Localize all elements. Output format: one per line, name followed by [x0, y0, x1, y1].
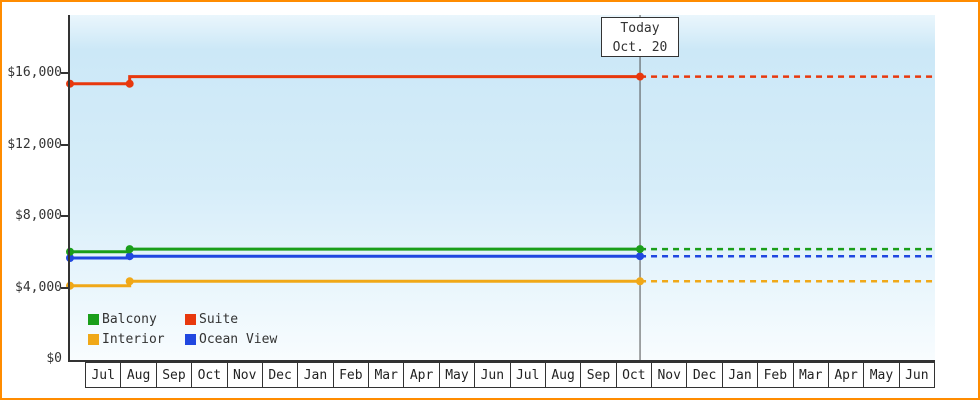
series-marker-interior: [636, 277, 645, 286]
y-tick-mark: [61, 72, 68, 74]
month-cell-jan: Jan: [723, 363, 759, 387]
month-cell-mar: Mar: [794, 363, 829, 387]
today-annotation-date: Oct. 20: [612, 40, 668, 55]
series-marker-interior: [125, 277, 134, 286]
month-cell-mar: Mar: [369, 363, 405, 387]
x-axis-line: [68, 360, 935, 362]
y-tick-mark: [61, 215, 68, 217]
series-marker-balcony: [636, 245, 645, 254]
legend-item-suite: Suite: [185, 310, 277, 328]
today-annotation-title: Today: [620, 21, 660, 36]
legend-swatch-icon: [88, 333, 99, 345]
series-line-ocean-view: [70, 254, 641, 260]
y-tick-label: $4,000: [15, 279, 62, 295]
month-cell-feb: Feb: [334, 363, 369, 387]
series-marker-ocean-view: [125, 252, 134, 261]
y-tick-mark: [61, 286, 68, 289]
series-line-interior: [70, 279, 641, 288]
month-cell-jun: Jun: [905, 367, 929, 383]
month-cell-apr: Apr: [404, 363, 440, 387]
month-cell-may: May: [864, 363, 900, 387]
month-cell-aug: Aug: [121, 363, 157, 387]
month-cell-dec: Dec: [263, 363, 299, 387]
y-tick-mark: [61, 143, 68, 146]
today-annotation-box: Today Oct. 20: [601, 17, 679, 57]
legend-item-interior: Interior: [88, 330, 185, 348]
series-line-balcony: [70, 247, 641, 254]
series-marker-suite: [636, 72, 645, 81]
month-cell-jun: Jun: [475, 363, 511, 387]
series-marker-suite: [125, 79, 134, 88]
legend-label: Suite: [199, 311, 239, 327]
legend-item-balcony: Balcony: [88, 310, 185, 328]
month-cell-jan: Jan: [298, 363, 334, 387]
y-tick-label: $8,000: [15, 208, 62, 223]
month-cell-apr: Apr: [829, 363, 865, 387]
legend-label: Interior: [102, 331, 165, 347]
y-axis-line: [68, 15, 70, 362]
legend-swatch-icon: [185, 313, 196, 325]
legend-swatch-icon: [185, 333, 196, 345]
y-tick-label: $0: [46, 351, 62, 366]
legend-item-ocean-view: Ocean View: [185, 330, 277, 348]
month-cell-jul: Jul: [511, 363, 546, 387]
y-tick-label: $12,000: [7, 136, 62, 152]
legend-label: Balcony: [102, 311, 157, 327]
series-line-suite: [70, 75, 641, 86]
month-cell-dec: Dec: [687, 363, 723, 387]
month-cell-jul: Jul: [86, 363, 122, 387]
chart-legend: Balcony Suite Interior Ocean View: [88, 310, 277, 348]
series-marker-ocean-view: [636, 252, 645, 261]
plot-area: [70, 15, 935, 360]
month-cell-nov: Nov: [652, 363, 688, 387]
month-cell-nov: Nov: [228, 363, 263, 387]
month-cell-aug: Aug: [546, 363, 582, 387]
x-axis-months: Jul Aug Sep Oct Nov Dec Jan Feb Mar Apr May Jun Jul A…: [85, 362, 935, 388]
month-cell-feb: Feb: [758, 363, 794, 387]
legend-swatch-icon: [88, 313, 99, 325]
month-cell-sep: Sep: [157, 363, 193, 387]
month-cell-sep: Sep: [581, 363, 617, 387]
y-tick-label: $16,000: [7, 65, 62, 80]
month-cell-oct: Oct: [192, 363, 228, 387]
month-cell-may: May: [440, 363, 476, 387]
legend-label: Ocean View: [199, 331, 278, 347]
month-cell-oct: Oct: [617, 363, 652, 387]
series-marker-balcony: [125, 245, 134, 254]
